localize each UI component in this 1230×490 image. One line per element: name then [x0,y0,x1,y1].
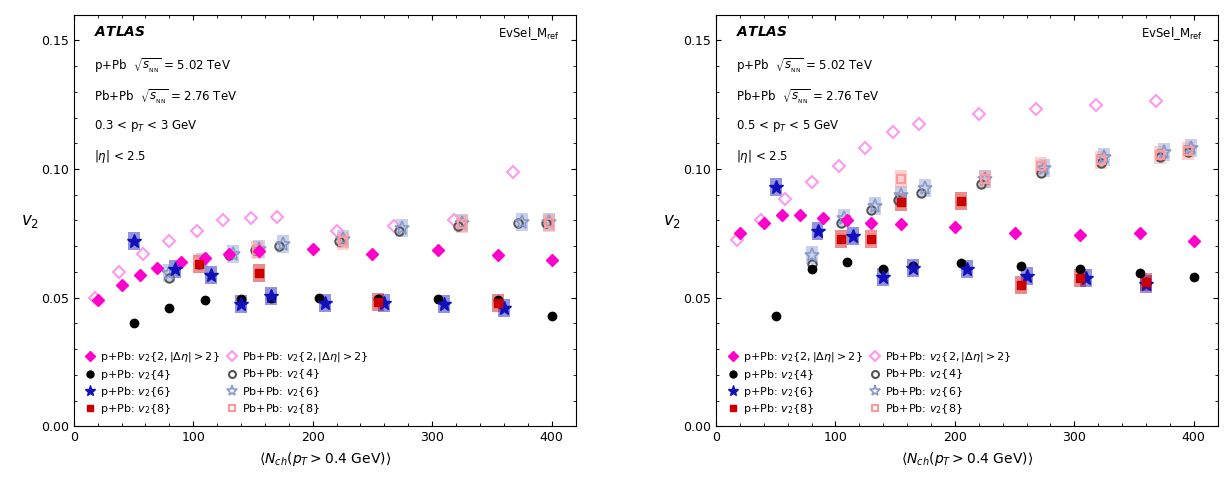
Bar [770,178,782,196]
Bar [812,222,824,240]
Bar [128,232,139,250]
Bar [379,294,390,312]
Text: p+Pb  $\sqrt{s_{_\mathrm{NN}}}$ = 5.02 TeV: p+Pb $\sqrt{s_{_\mathrm{NN}}}$ = 5.02 Te… [93,56,231,74]
Bar [1034,157,1047,175]
Text: EvSel_M$_{\mathrm{ref}}$: EvSel_M$_{\mathrm{ref}}$ [1140,25,1203,42]
Bar [866,229,877,247]
Bar [396,219,408,237]
Bar [193,254,205,272]
Bar [979,171,990,188]
Bar [373,293,385,311]
Bar [170,260,181,278]
Bar [1038,159,1050,177]
Bar [205,266,218,284]
Bar [264,287,277,305]
Bar [337,229,348,247]
Text: Pb+Pb  $\sqrt{s_{_\mathrm{NN}}}$ = 2.76 TeV: Pb+Pb $\sqrt{s_{_\mathrm{NN}}}$ = 2.76 T… [93,87,237,105]
X-axis label: $\langle N_{ch}(p_{T} > 0.4\ \mathrm{GeV})\rangle$: $\langle N_{ch}(p_{T} > 0.4\ \mathrm{GeV… [900,450,1033,468]
Text: $|\eta|$ < 2.5: $|\eta|$ < 2.5 [736,148,788,166]
Bar [456,214,467,232]
Bar [1186,140,1197,157]
Bar [1080,270,1092,287]
Bar [919,179,931,197]
Bar [544,214,555,232]
Y-axis label: $v_2$: $v_2$ [21,212,39,229]
Bar [235,295,247,313]
Bar [1095,151,1107,169]
Bar [226,245,239,263]
Bar [1098,148,1111,167]
Y-axis label: $v_2$: $v_2$ [663,212,681,229]
Bar [253,240,264,258]
Bar [868,197,881,216]
X-axis label: $\langle N_{ch}(p_{T} > 0.4\ \mathrm{GeV})\rangle$: $\langle N_{ch}(p_{T} > 0.4\ \mathrm{GeV… [258,450,391,468]
Bar [492,294,504,312]
Legend: p+Pb: $v_2\{2,|\Delta\eta|>2\}$, p+Pb: $v_2\{4\}$, p+Pb: $v_2\{6\}$, p+Pb: $v_2\: p+Pb: $v_2\{2,|\Delta\eta|>2\}$, p+Pb: $… [722,346,1016,421]
Bar [319,294,331,312]
Bar [498,299,509,317]
Bar [456,216,467,233]
Text: $|\eta|$ < 2.5: $|\eta|$ < 2.5 [93,148,146,166]
Bar [1015,276,1027,294]
Bar [1140,273,1153,291]
Bar [866,229,877,247]
Bar [954,192,967,210]
Bar [1155,146,1166,164]
Bar [895,186,907,204]
Text: Pb+Pb  $\sqrt{s_{_\mathrm{NN}}}$ = 2.76 TeV: Pb+Pb $\sqrt{s_{_\mathrm{NN}}}$ = 2.76 T… [736,87,879,105]
Text: $\bfit{ATLAS}$: $\bfit{ATLAS}$ [93,25,146,39]
Text: p+Pb  $\sqrt{s_{_\mathrm{NN}}}$ = 5.02 TeV: p+Pb $\sqrt{s_{_\mathrm{NN}}}$ = 5.02 Te… [736,56,873,74]
Bar [877,268,889,286]
Bar [193,255,205,273]
Text: 0.5 < p$_{T}$ < 5 GeV: 0.5 < p$_{T}$ < 5 GeV [736,118,840,134]
Bar [515,213,528,231]
Bar [1074,270,1086,287]
Bar [438,295,450,313]
Bar [544,213,555,231]
Bar [847,227,860,245]
Bar [337,232,348,250]
Bar [164,264,176,282]
Text: EvSel_M$_{\mathrm{ref}}$: EvSel_M$_{\mathrm{ref}}$ [498,25,561,42]
Bar [1182,142,1194,160]
Bar [961,260,973,278]
Bar [806,246,818,264]
Bar [196,253,208,270]
Bar [253,264,264,282]
Bar [277,235,289,253]
Legend: p+Pb: $v_2\{2,|\Delta\eta|>2\}$, p+Pb: $v_2\{4\}$, p+Pb: $v_2\{6\}$, p+Pb: $v_2\: p+Pb: $v_2\{2,|\Delta\eta|>2\}$, p+Pb: $… [80,346,374,421]
Bar [895,194,907,212]
Text: $\bfit{ATLAS}$: $\bfit{ATLAS}$ [736,25,788,39]
Bar [895,171,907,188]
Bar [1140,274,1153,293]
Text: 0.3 < p$_{T}$ < 3 GeV: 0.3 < p$_{T}$ < 3 GeV [93,118,198,134]
Bar [1021,267,1032,285]
Bar [838,209,850,227]
Bar [907,259,919,277]
Bar [251,241,262,259]
Bar [979,171,990,188]
Bar [835,229,847,247]
Bar [1157,144,1170,161]
